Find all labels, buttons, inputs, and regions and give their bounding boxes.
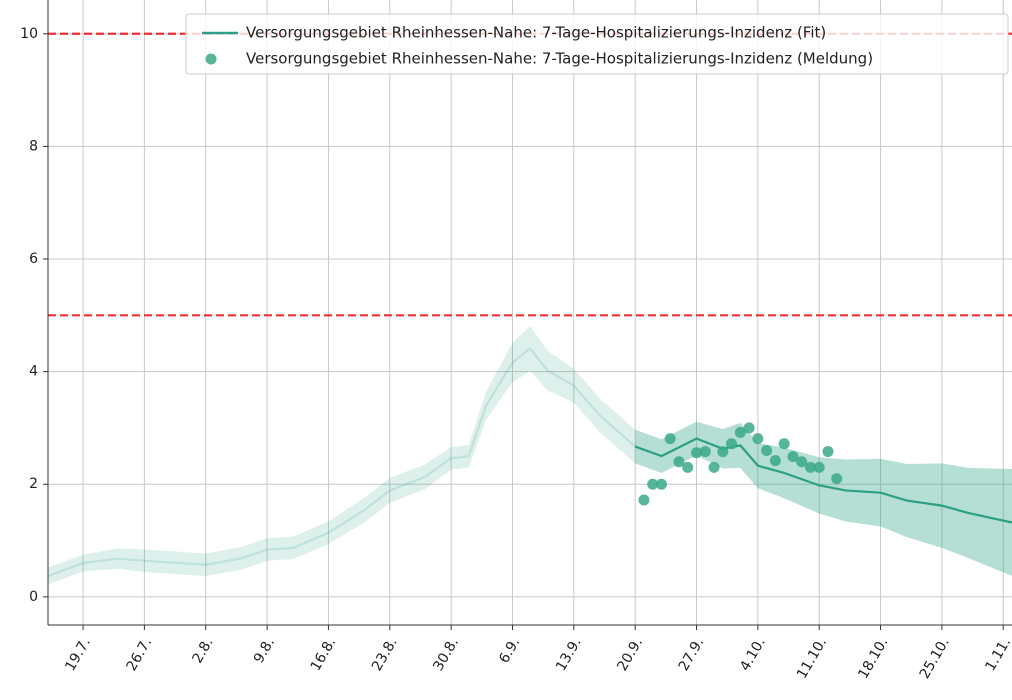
data-point	[743, 422, 755, 434]
data-point	[691, 447, 703, 459]
plot-area	[47, 32, 1012, 585]
x-tick-label: 26.7.	[124, 635, 156, 674]
legend: Versorgungsgebiet Rheinhessen-Nahe: 7-Ta…	[185, 13, 1009, 75]
x-tick-label: 4.10.	[737, 635, 769, 674]
data-point	[726, 438, 738, 450]
legend-swatch	[205, 53, 217, 65]
data-point	[804, 461, 816, 473]
data-point	[813, 461, 825, 473]
x-tick-label: 2.8.	[189, 635, 216, 666]
x-tick-label: 6.9.	[496, 635, 523, 666]
data-point	[717, 446, 729, 458]
data-point	[769, 455, 781, 467]
data-point	[647, 478, 659, 490]
x-tick-label: 18.10.	[855, 635, 891, 682]
x-tick-label: 20.9.	[614, 635, 646, 674]
fit-line	[47, 346, 636, 578]
x-tick-label: 30.8.	[430, 635, 462, 674]
data-point	[708, 461, 720, 473]
x-tick-label: 25.10.	[917, 635, 953, 682]
legend-box	[185, 13, 1009, 75]
data-point	[761, 444, 773, 456]
x-tick-label: 16.8.	[308, 635, 340, 674]
fit-line	[634, 437, 1012, 524]
data-point	[752, 433, 764, 445]
x-tick-label: 19.7.	[62, 635, 94, 674]
data-point	[787, 451, 799, 463]
legend-label: Versorgungsgebiet Rheinhessen-Nahe: 7-Ta…	[246, 50, 873, 68]
y-tick-label: 4	[29, 364, 38, 380]
data-point	[664, 433, 676, 445]
y-tick-label: 0	[29, 589, 38, 605]
x-tick-label: 9.8.	[251, 635, 278, 666]
data-point	[638, 494, 650, 506]
legend-label: Versorgungsgebiet Rheinhessen-Nahe: 7-Ta…	[246, 24, 826, 42]
confidence-band	[48, 326, 636, 585]
x-tick-label: 27.9.	[676, 635, 708, 674]
data-point	[682, 461, 694, 473]
confidence-band	[635, 421, 1012, 577]
data-point	[673, 456, 685, 468]
x-tick-label: 13.9.	[553, 635, 585, 674]
data-point	[734, 426, 746, 438]
x-tick-label: 23.8.	[369, 635, 401, 674]
x-tick-label: 1.11.	[982, 635, 1012, 674]
y-tick-label: 2	[29, 476, 38, 492]
data-point	[796, 456, 808, 468]
data-point	[831, 473, 843, 485]
data-point	[778, 438, 790, 450]
data-point	[822, 446, 834, 458]
x-tick-label: 11.10.	[794, 635, 830, 682]
grid	[48, 0, 1012, 625]
y-tick-label: 6	[29, 251, 38, 267]
data-point	[655, 478, 667, 490]
y-tick-label: 10	[20, 26, 38, 42]
data-point	[699, 446, 711, 458]
y-tick-label: 8	[29, 138, 38, 154]
